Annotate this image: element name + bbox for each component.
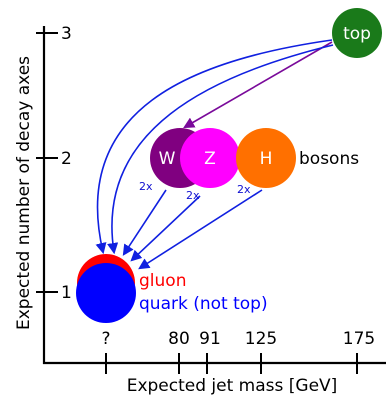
z-boson-label: Z bbox=[204, 149, 216, 169]
top-particle-circle bbox=[332, 8, 382, 58]
quark-label: quark (not top) bbox=[139, 294, 268, 314]
h-boson-circle bbox=[236, 128, 296, 188]
multiplicity-label-w: 2x bbox=[139, 180, 153, 193]
y-tick-label-1: 1 bbox=[61, 283, 72, 303]
h-boson-label: H bbox=[260, 149, 273, 169]
y-tick-label-3: 3 bbox=[61, 24, 72, 44]
x-tick-label-91: 91 bbox=[199, 329, 221, 349]
x-tick-label-unknown: ? bbox=[101, 329, 110, 349]
gluon-label: gluon bbox=[139, 271, 186, 291]
quark-circle bbox=[76, 263, 136, 323]
z-boson-circle bbox=[180, 128, 240, 188]
arrow-h-to-quark bbox=[138, 189, 263, 270]
arrow-top-to-gluon-outer bbox=[95, 39, 333, 255]
arrow-z-to-quark bbox=[130, 195, 201, 262]
arrow-top-to-w bbox=[183, 41, 333, 129]
top-particle-label: top bbox=[343, 24, 371, 44]
x-axis-title: Expected jet mass [GeV] bbox=[127, 376, 338, 396]
arrow-w-to-quark bbox=[122, 189, 167, 256]
arrow-top-to-gluon-inner bbox=[107, 44, 334, 255]
x-tick-label-175: 175 bbox=[343, 329, 375, 349]
multiplicity-label-h: 2x bbox=[237, 183, 251, 196]
y-axis-title: Expected number of decay axes bbox=[14, 56, 34, 330]
x-tick-label-80: 80 bbox=[168, 329, 190, 349]
x-tick-label-125: 125 bbox=[245, 329, 277, 349]
multiplicity-label-z: 2x bbox=[186, 189, 200, 202]
bosons-label: bosons bbox=[299, 149, 359, 169]
w-boson-label: W bbox=[159, 149, 176, 169]
y-tick-label-2: 2 bbox=[61, 149, 72, 169]
